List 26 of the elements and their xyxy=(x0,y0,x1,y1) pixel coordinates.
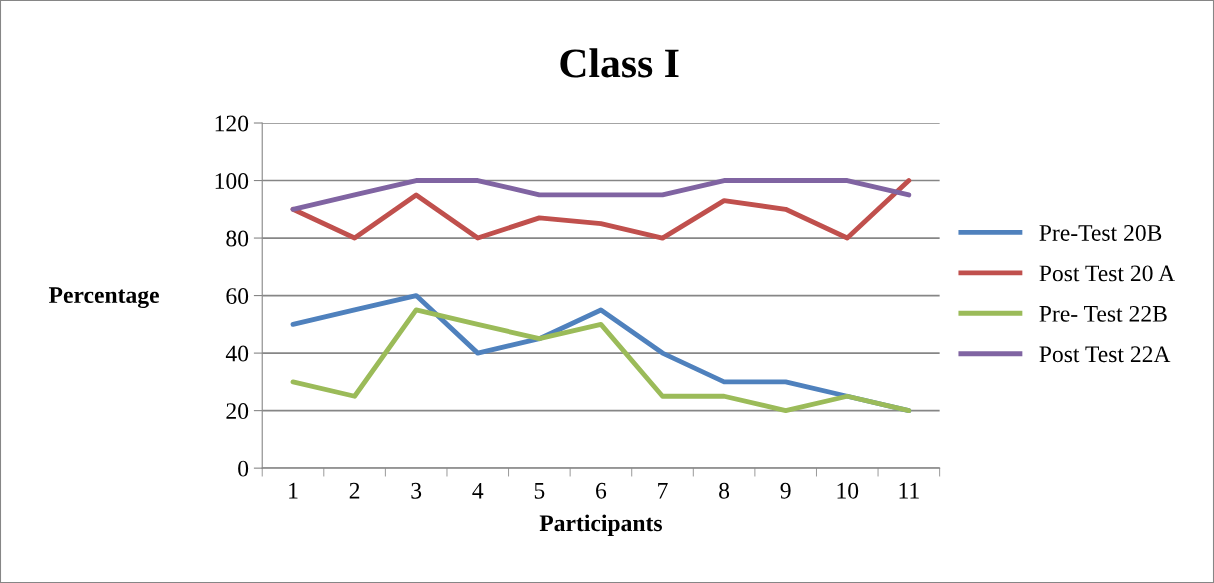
y-axis-title: Percentage xyxy=(48,287,159,309)
y-tick-label: 20 xyxy=(226,403,249,420)
x-tick-label: 2 xyxy=(349,482,360,499)
y-tick-label: 100 xyxy=(215,173,249,189)
legend-label: Post Test 22A xyxy=(1039,346,1171,363)
y-tick-label: 40 xyxy=(225,345,249,362)
line-series xyxy=(290,178,912,241)
legend-label: Pre- Test 22B xyxy=(1039,305,1167,322)
x-tick-label: 3 xyxy=(411,482,422,499)
legend-label: Post Test 20 A xyxy=(1039,265,1175,282)
x-axis-title: Participants xyxy=(539,514,662,536)
y-tick-label: 60 xyxy=(226,288,249,305)
x-tick-label: 6 xyxy=(596,482,607,499)
x-tick-label: 4 xyxy=(472,482,484,499)
x-tick-label: 9 xyxy=(780,482,791,499)
x-tick-label: 8 xyxy=(719,482,730,499)
x-tick-label: 7 xyxy=(658,482,668,499)
legend-label: Pre-Test 20B xyxy=(1039,224,1162,241)
x-tick-label: 11 xyxy=(899,482,919,499)
y-tick-label: 120 xyxy=(215,115,249,132)
y-tick-label: 0 xyxy=(238,460,249,477)
chart-title: Class I xyxy=(560,48,679,78)
x-tick-label: 5 xyxy=(534,482,545,499)
y-tick-label: 80 xyxy=(226,230,249,247)
x-tick-label: 10 xyxy=(837,482,859,499)
x-tick-label: 1 xyxy=(289,482,298,499)
